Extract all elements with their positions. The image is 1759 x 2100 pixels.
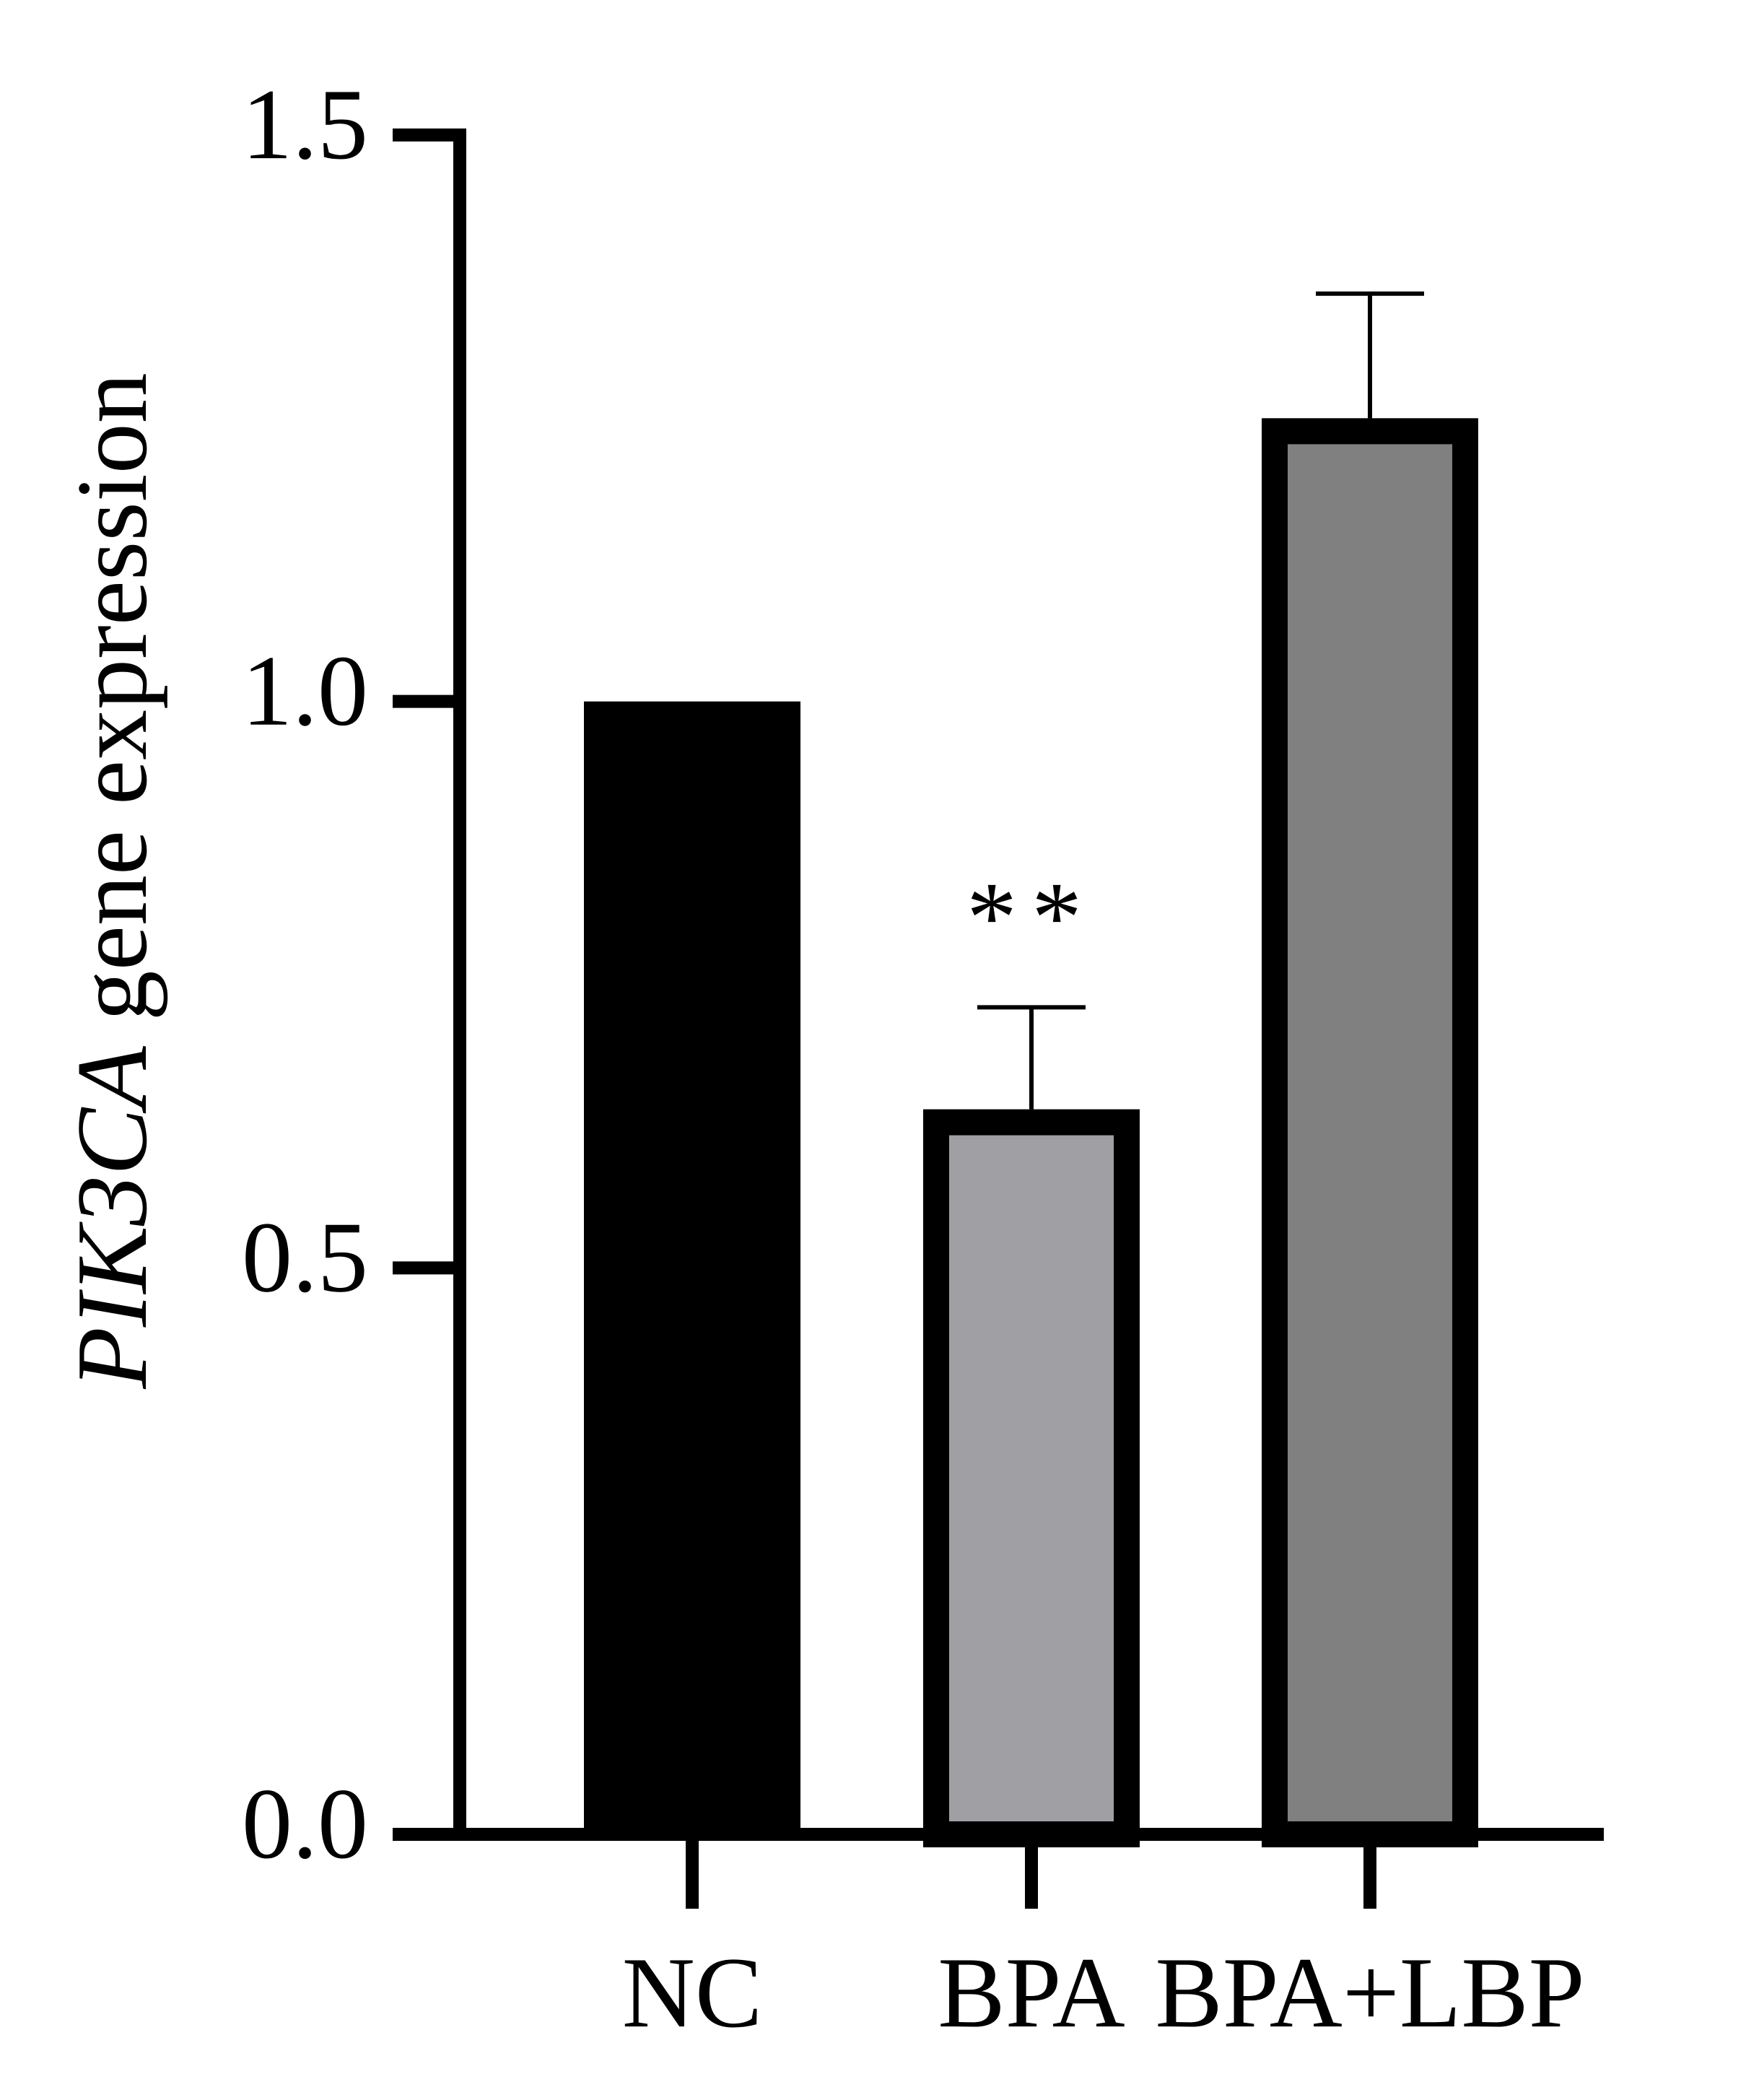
bar <box>584 701 800 1834</box>
bar <box>923 1109 1140 1848</box>
x-tick-label: NC <box>622 1937 762 2049</box>
significance-label: ** <box>966 862 1096 974</box>
y-axis-label-text: gene expression <box>56 372 168 1021</box>
y-axis-label: PIK3CA gene expression <box>56 372 168 1389</box>
y-tick-label: 1.5 <box>242 69 368 180</box>
y-axis-label-gene: PIK3CA <box>56 1046 168 1390</box>
y-tick-label: 0.0 <box>242 1768 368 1880</box>
bar <box>1262 418 1478 1847</box>
y-tick-label: 0.5 <box>242 1201 368 1313</box>
x-tick-label: BPA <box>938 1937 1125 2049</box>
x-tick-label: BPA+LBP <box>1155 1937 1584 2049</box>
y-tick-label: 1.0 <box>242 635 368 747</box>
